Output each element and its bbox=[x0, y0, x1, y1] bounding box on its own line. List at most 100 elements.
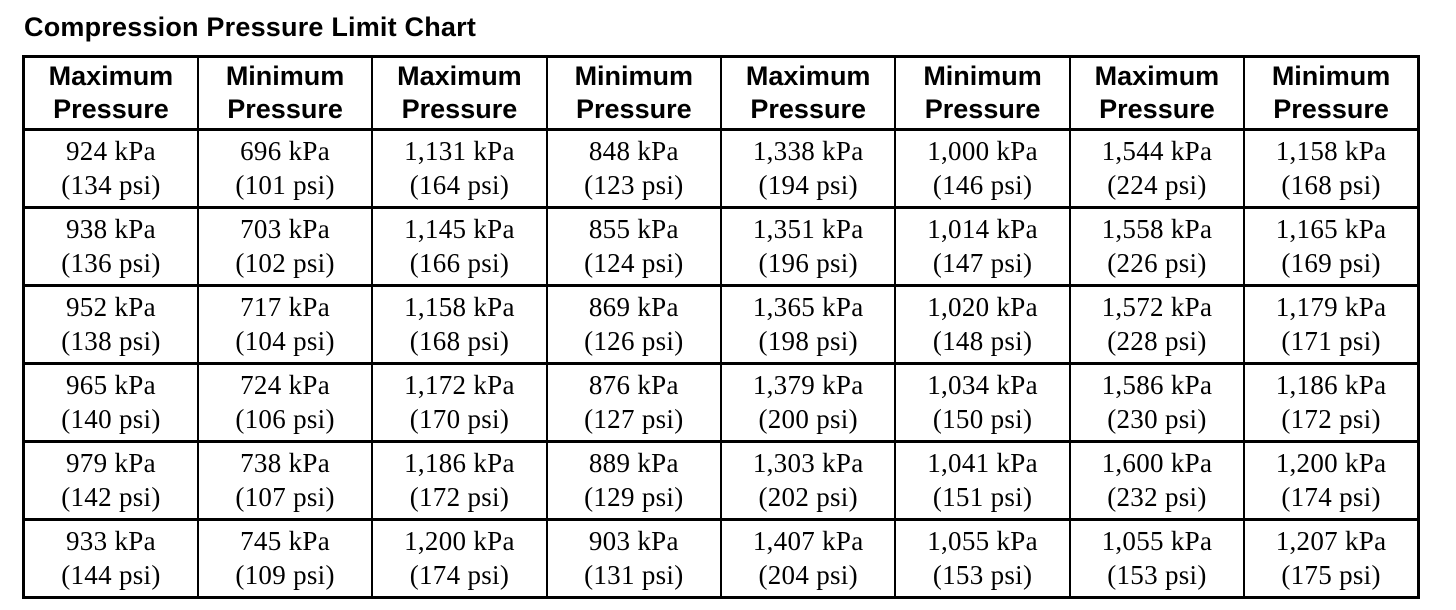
psi-value: (204 psi) bbox=[758, 559, 858, 590]
header-cell-minimum-pressure-1: Minimum Pressure bbox=[196, 56, 374, 131]
psi-value: (171 psi) bbox=[1281, 325, 1381, 356]
header-cell-minimum-pressure-2: Minimum Pressure bbox=[545, 56, 723, 131]
table-cell: 1,055 kPa (153 psi) bbox=[1068, 518, 1246, 598]
kpa-value: 855 kPa bbox=[588, 214, 679, 245]
table-body: 924 kPa (134 psi) 696 kPa (101 psi) 1,131 kP… bbox=[22, 128, 1420, 598]
psi-value: (200 psi) bbox=[758, 403, 858, 434]
table-cell: 1,000 kPa (146 psi) bbox=[894, 128, 1071, 208]
kpa-value: 1,338 kPa bbox=[752, 136, 864, 167]
table-cell: 1,131 kPa (164 psi) bbox=[371, 128, 548, 208]
psi-value: (140 psi) bbox=[61, 403, 161, 434]
kpa-value: 1,158 kPa bbox=[404, 292, 515, 323]
kpa-value: 869 kPa bbox=[588, 292, 679, 323]
psi-value: (169 psi) bbox=[1281, 247, 1381, 278]
psi-value: (131 psi) bbox=[584, 559, 684, 590]
kpa-value: 1,200 kPa bbox=[1275, 448, 1387, 479]
kpa-value: 1,558 kPa bbox=[1101, 214, 1213, 245]
kpa-value: 1,034 kPa bbox=[927, 370, 1038, 401]
table-cell: 889 kPa (129 psi) bbox=[545, 440, 723, 520]
kpa-value: 889 kPa bbox=[588, 448, 679, 479]
psi-value: (232 psi) bbox=[1107, 481, 1207, 512]
kpa-value: 933 kPa bbox=[66, 526, 156, 557]
kpa-value: 745 kPa bbox=[240, 526, 330, 557]
psi-value: (174 psi) bbox=[1281, 481, 1381, 512]
kpa-value: 724 kPa bbox=[240, 370, 330, 401]
psi-value: (142 psi) bbox=[61, 481, 161, 512]
kpa-value: 1,303 kPa bbox=[752, 448, 864, 479]
table-cell: 1,351 kPa (196 psi) bbox=[719, 206, 897, 286]
psi-value: (198 psi) bbox=[758, 325, 858, 356]
table-cell: 1,379 kPa (200 psi) bbox=[719, 362, 897, 442]
kpa-value: 1,172 kPa bbox=[404, 370, 515, 401]
table-cell: 1,165 kPa (169 psi) bbox=[1243, 206, 1420, 286]
table-cell: 903 kPa (131 psi) bbox=[545, 518, 723, 598]
header-cell-minimum-pressure-4: Minimum Pressure bbox=[1243, 56, 1420, 131]
kpa-value: 1,055 kPa bbox=[927, 526, 1038, 557]
psi-value: (134 psi) bbox=[61, 169, 161, 200]
table-cell: 1,586 kPa (230 psi) bbox=[1068, 362, 1246, 442]
psi-value: (124 psi) bbox=[584, 247, 684, 278]
psi-value: (153 psi) bbox=[1107, 559, 1207, 590]
psi-value: (123 psi) bbox=[584, 169, 684, 200]
kpa-value: 1,055 kPa bbox=[1101, 526, 1213, 557]
table-cell: 1,145 kPa (166 psi) bbox=[371, 206, 548, 286]
kpa-value: 938 kPa bbox=[66, 214, 156, 245]
table-cell: 1,558 kPa (226 psi) bbox=[1068, 206, 1246, 286]
kpa-value: 965 kPa bbox=[66, 370, 156, 401]
table-cell: 703 kPa (102 psi) bbox=[196, 206, 374, 286]
kpa-value: 1,014 kPa bbox=[927, 214, 1038, 245]
table-cell: 738 kPa (107 psi) bbox=[196, 440, 374, 520]
table-cell: 924 kPa (134 psi) bbox=[22, 128, 199, 208]
psi-value: (228 psi) bbox=[1107, 325, 1207, 356]
kpa-value: 1,165 kPa bbox=[1275, 214, 1387, 245]
table-cell: 1,600 kPa (232 psi) bbox=[1068, 440, 1246, 520]
psi-value: (136 psi) bbox=[61, 247, 161, 278]
kpa-value: 876 kPa bbox=[588, 370, 679, 401]
psi-value: (102 psi) bbox=[235, 247, 335, 278]
table-cell: 1,186 kPa (172 psi) bbox=[371, 440, 548, 520]
page-title: Compression Pressure Limit Chart bbox=[24, 12, 477, 42]
psi-value: (148 psi) bbox=[932, 325, 1033, 356]
psi-value: (106 psi) bbox=[235, 403, 335, 434]
kpa-value: 1,020 kPa bbox=[927, 292, 1038, 323]
table-cell: 1,303 kPa (202 psi) bbox=[719, 440, 897, 520]
psi-value: (129 psi) bbox=[584, 481, 684, 512]
table-cell: 1,365 kPa (198 psi) bbox=[719, 284, 897, 364]
psi-value: (150 psi) bbox=[932, 403, 1033, 434]
psi-value: (144 psi) bbox=[61, 559, 161, 590]
table-cell: 869 kPa (126 psi) bbox=[545, 284, 723, 364]
kpa-value: 1,158 kPa bbox=[1275, 136, 1387, 167]
psi-value: (175 psi) bbox=[1281, 559, 1381, 590]
kpa-value: 1,407 kPa bbox=[752, 526, 864, 557]
table-cell: 1,020 kPa (148 psi) bbox=[894, 284, 1071, 364]
psi-value: (170 psi) bbox=[409, 403, 510, 434]
table-row: 965 kPa (140 psi) 724 kPa (106 psi) 1,172 kP… bbox=[22, 362, 1420, 442]
psi-value: (109 psi) bbox=[235, 559, 335, 590]
compression-pressure-table: Maximum Pressure Minimum Pressure Maximu… bbox=[22, 55, 1420, 599]
psi-value: (166 psi) bbox=[409, 247, 510, 278]
psi-value: (164 psi) bbox=[409, 169, 510, 200]
kpa-value: 848 kPa bbox=[588, 136, 679, 167]
table-row: 952 kPa (138 psi) 717 kPa (104 psi) 1,158 kP… bbox=[22, 284, 1420, 364]
psi-value: (196 psi) bbox=[758, 247, 858, 278]
table-cell: 1,158 kPa (168 psi) bbox=[371, 284, 548, 364]
table-cell: 848 kPa (123 psi) bbox=[545, 128, 723, 208]
table-cell: 1,055 kPa (153 psi) bbox=[894, 518, 1071, 598]
header-cell-maximum-pressure-3: Maximum Pressure bbox=[719, 56, 897, 131]
kpa-value: 1,207 kPa bbox=[1275, 526, 1387, 557]
psi-value: (153 psi) bbox=[932, 559, 1033, 590]
kpa-value: 1,145 kPa bbox=[404, 214, 515, 245]
psi-value: (230 psi) bbox=[1107, 403, 1207, 434]
kpa-value: 1,186 kPa bbox=[1275, 370, 1387, 401]
table-header: Maximum Pressure Minimum Pressure Maximu… bbox=[22, 56, 1420, 131]
table-cell: 933 kPa (144 psi) bbox=[22, 518, 199, 598]
kpa-value: 1,041 kPa bbox=[927, 448, 1038, 479]
kpa-value: 1,365 kPa bbox=[752, 292, 864, 323]
table-row: 979 kPa (142 psi) 738 kPa (107 psi) 1,186 kP… bbox=[22, 440, 1420, 520]
psi-value: (168 psi) bbox=[409, 325, 510, 356]
header-cell-maximum-pressure-4: Maximum Pressure bbox=[1068, 56, 1246, 131]
header-cell-maximum-pressure-1: Maximum Pressure bbox=[22, 56, 199, 131]
kpa-value: 1,200 kPa bbox=[404, 526, 515, 557]
header-row: Maximum Pressure Minimum Pressure Maximu… bbox=[22, 56, 1420, 131]
